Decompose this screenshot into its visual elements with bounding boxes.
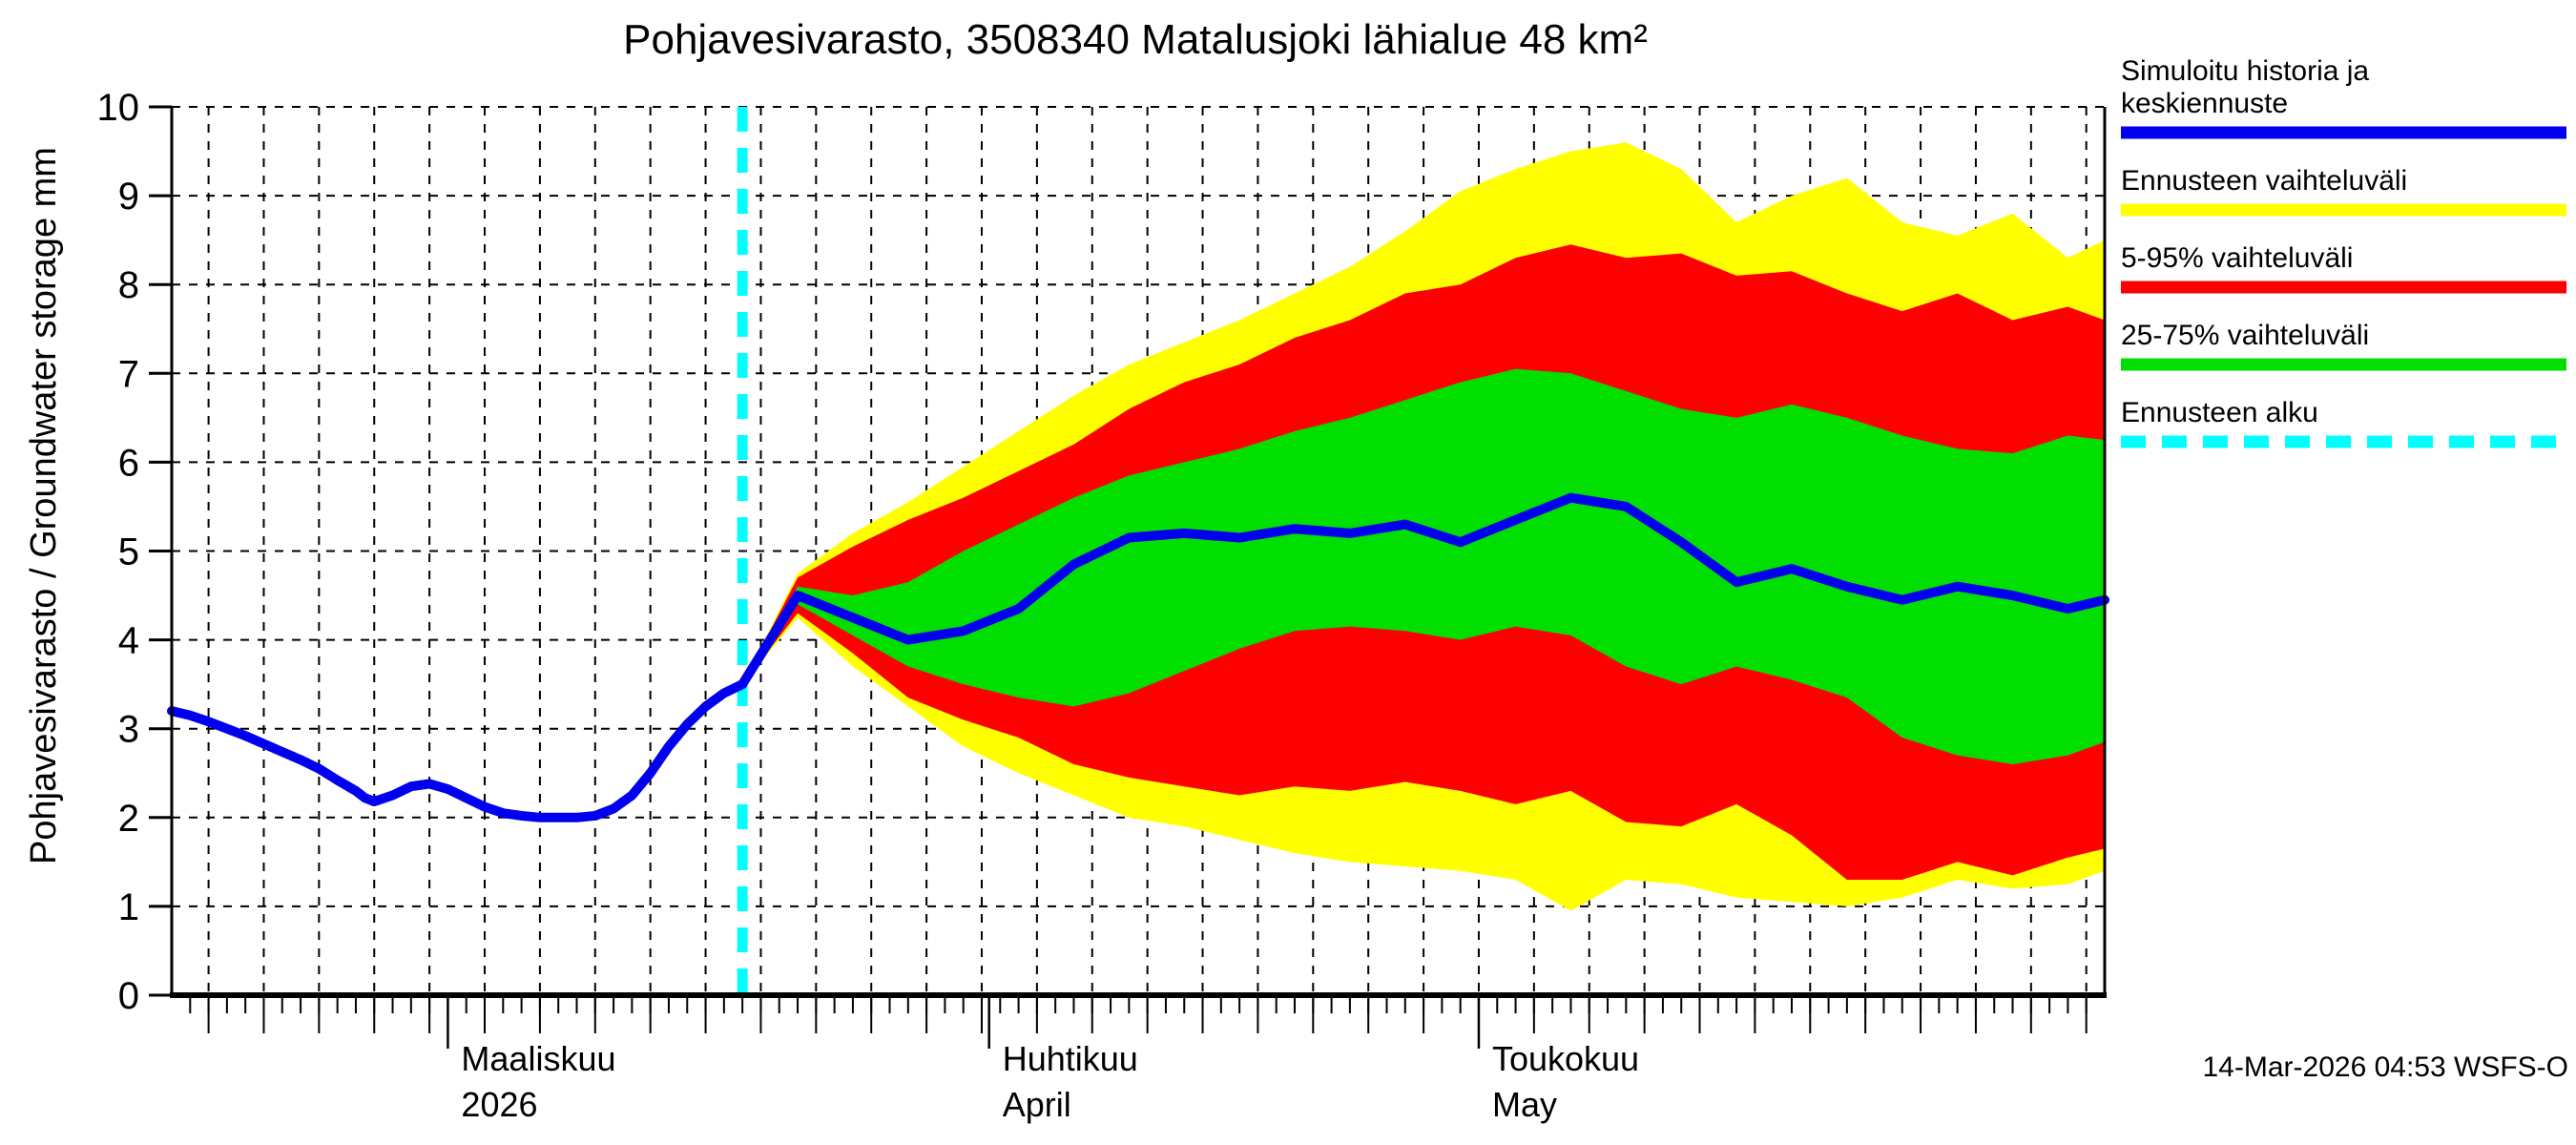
y-tick-label: 6: [118, 442, 139, 484]
legend-simulated-history-median-label: keskiennuste: [2121, 88, 2288, 119]
y-tick-label: 5: [118, 531, 139, 573]
y-tick-label: 4: [118, 620, 139, 662]
axes-layer: [149, 105, 2107, 1049]
median-history-layer: [167, 492, 2109, 822]
y-tick-label: 10: [97, 87, 140, 129]
legend-forecast-start-label: Ennusteen alku: [2121, 397, 2318, 428]
x-month-label: Toukokuu: [1492, 1039, 1639, 1078]
y-tick-label: 7: [118, 353, 139, 395]
median-forecast-line: [737, 492, 2109, 690]
x-month-label: Huhtikuu: [1003, 1039, 1138, 1078]
y-tick-label: 8: [118, 264, 139, 306]
y-tick-label: 0: [118, 975, 139, 1017]
history-line: [167, 679, 748, 822]
x-month-sublabel: April: [1003, 1085, 1071, 1124]
band-25-75: [742, 368, 2106, 764]
y-tick-label: 1: [118, 886, 139, 928]
y-tick-label: 3: [118, 709, 139, 751]
chart-title: Pohjavesivarasto, 3508340 Matalusjoki lä…: [623, 16, 1648, 63]
legend-forecast-range-label: Ennusteen vaihteluväli: [2121, 165, 2407, 197]
legend-5-95-range-label: 5-95% vaihteluväli: [2121, 242, 2353, 274]
y-tick-labels-layer: 0 1 2 3 4 5 6 7 8 9 10: [97, 87, 140, 1017]
x-month-sublabel: May: [1492, 1085, 1557, 1124]
y-axis-label: Pohjavesivarasto / Groundwater storage m…: [24, 147, 64, 864]
footer-timestamp: 14-Mar-2026 04:53 WSFS-O: [2203, 1051, 2568, 1083]
month-labels-layer: Maaliskuu 2026 Huhtikuu April Toukokuu May: [461, 1039, 1639, 1124]
legend-25-75-range-label: 25-75% vaihteluväli: [2121, 320, 2369, 351]
y-tick-label: 2: [118, 798, 139, 840]
x-month-label: Maaliskuu: [461, 1039, 615, 1078]
x-month-sublabel: 2026: [461, 1085, 537, 1124]
y-tick-label: 9: [118, 176, 139, 218]
legend-simulated-history-median-label: Simuloitu historia ja: [2121, 55, 2369, 87]
